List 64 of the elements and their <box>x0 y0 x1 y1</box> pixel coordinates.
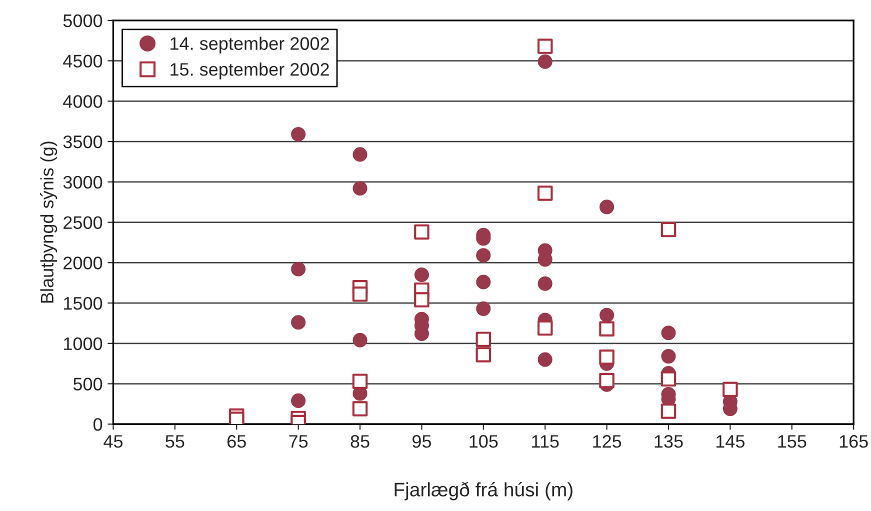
point <box>538 276 552 291</box>
point <box>476 274 491 290</box>
y-tick-label: 5000 <box>63 14 102 28</box>
point <box>414 292 430 308</box>
point <box>352 332 368 348</box>
legend-label: 15. september 2002 <box>170 62 329 80</box>
point <box>660 371 676 387</box>
point <box>352 286 368 302</box>
point <box>660 222 676 238</box>
x-tick-label: 95 <box>412 435 431 448</box>
y-tick-label: 2000 <box>64 256 102 270</box>
x-tick-label: 155 <box>778 435 806 448</box>
x-tick-label: 135 <box>654 435 683 448</box>
point <box>352 401 368 416</box>
point <box>722 382 738 398</box>
y-tick-label: 1500 <box>64 296 102 310</box>
point <box>538 54 552 69</box>
point <box>599 321 614 336</box>
point <box>476 347 492 362</box>
point <box>352 147 368 162</box>
x-tick-label: 65 <box>228 435 246 448</box>
point <box>537 186 553 201</box>
point <box>537 38 553 54</box>
legend-label: 14. september 2002 <box>170 36 329 54</box>
point <box>291 393 306 408</box>
y-tick-label: 1000 <box>64 337 102 350</box>
point <box>599 349 614 365</box>
y-tick-label: 500 <box>73 378 102 390</box>
x-tick-label: 55 <box>166 435 184 448</box>
x-tick-label: 145 <box>716 435 744 448</box>
point <box>414 224 430 240</box>
y-axis-title: Blautþyngd sýnis (g) <box>40 142 58 303</box>
point <box>537 320 553 336</box>
point <box>414 267 429 282</box>
y-tick-label: 3500 <box>63 135 102 148</box>
point <box>661 349 676 364</box>
y-tick-label: 3000 <box>63 176 102 189</box>
point <box>538 352 552 367</box>
point <box>600 308 614 322</box>
point <box>476 332 492 347</box>
point <box>660 404 676 419</box>
point <box>599 372 614 388</box>
point <box>476 301 491 316</box>
x-tick-label: 85 <box>350 435 370 448</box>
y-tick-label: 4000 <box>63 95 102 108</box>
x-tick-label: 105 <box>470 435 498 448</box>
point <box>661 326 676 340</box>
point <box>352 181 368 196</box>
point <box>291 315 306 330</box>
point <box>352 374 368 389</box>
point <box>291 126 306 142</box>
x-tick-label: 125 <box>593 435 622 448</box>
point <box>228 412 244 424</box>
x-tick-label: 45 <box>104 435 123 448</box>
y-tick-label: 2500 <box>64 216 102 230</box>
x-tick-label: 165 <box>840 435 868 448</box>
point <box>600 200 614 214</box>
y-tick-label: 4500 <box>63 54 102 68</box>
point <box>291 262 306 276</box>
y-tick-label: 0 <box>93 418 102 431</box>
x-tick-label: 75 <box>289 435 308 448</box>
x-tick-label: 115 <box>532 435 559 448</box>
point <box>476 248 491 263</box>
x-axis-title: Fjarlægð frá húsi (m) <box>394 482 572 500</box>
